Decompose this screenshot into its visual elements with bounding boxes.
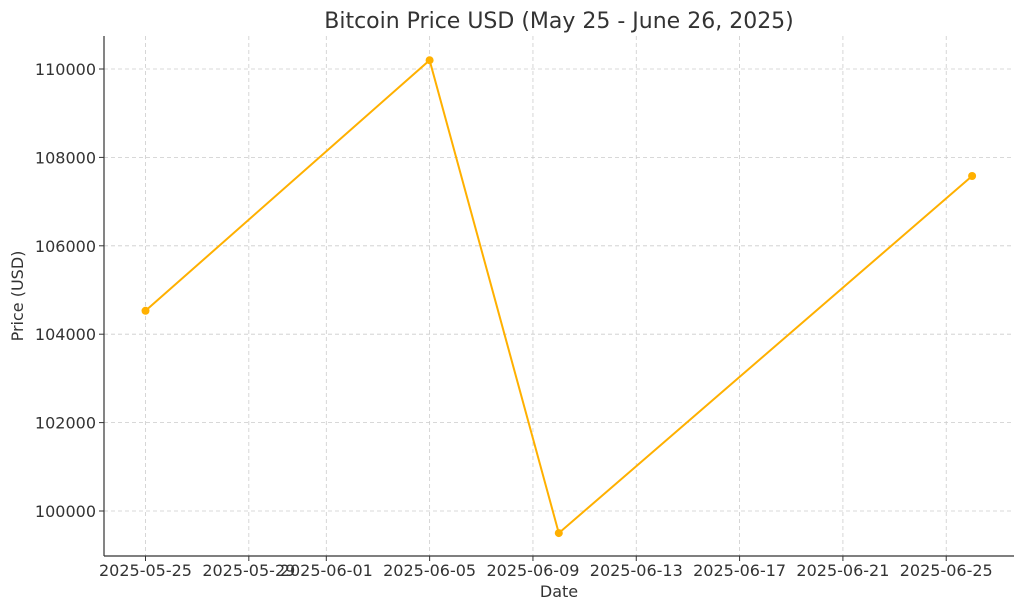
grid [104,36,1014,556]
series-layer [141,56,977,538]
x-tick-label: 2025-06-25 [900,561,993,580]
y-tick-label: 102000 [35,414,96,433]
data-point [554,529,563,538]
x-tick-label: 2025-06-01 [280,561,373,580]
x-tick-label: 2025-06-17 [693,561,786,580]
y-tick-label: 104000 [35,325,96,344]
x-tick-label: 2025-06-09 [486,561,579,580]
x-tick-label: 2025-06-21 [796,561,889,580]
x-tick-label: 2025-05-29 [202,561,295,580]
chart-title: Bitcoin Price USD (May 25 - June 26, 202… [324,9,794,34]
y-tick-label: 100000 [35,502,96,521]
x-axis-title: Date [540,582,578,601]
y-tick-label: 108000 [35,148,96,167]
data-point [968,172,977,180]
y-tick-label: 110000 [35,60,96,79]
x-tick-label: 2025-06-05 [383,561,476,580]
y-axis-title: Price (USD) [8,251,27,342]
x-tick-label: 2025-05-25 [99,561,192,580]
price-line [144,58,973,535]
data-point [141,306,150,315]
x-tick-label: 2025-06-13 [590,561,683,580]
y-tick-label: 106000 [35,237,96,256]
data-point [425,56,434,65]
